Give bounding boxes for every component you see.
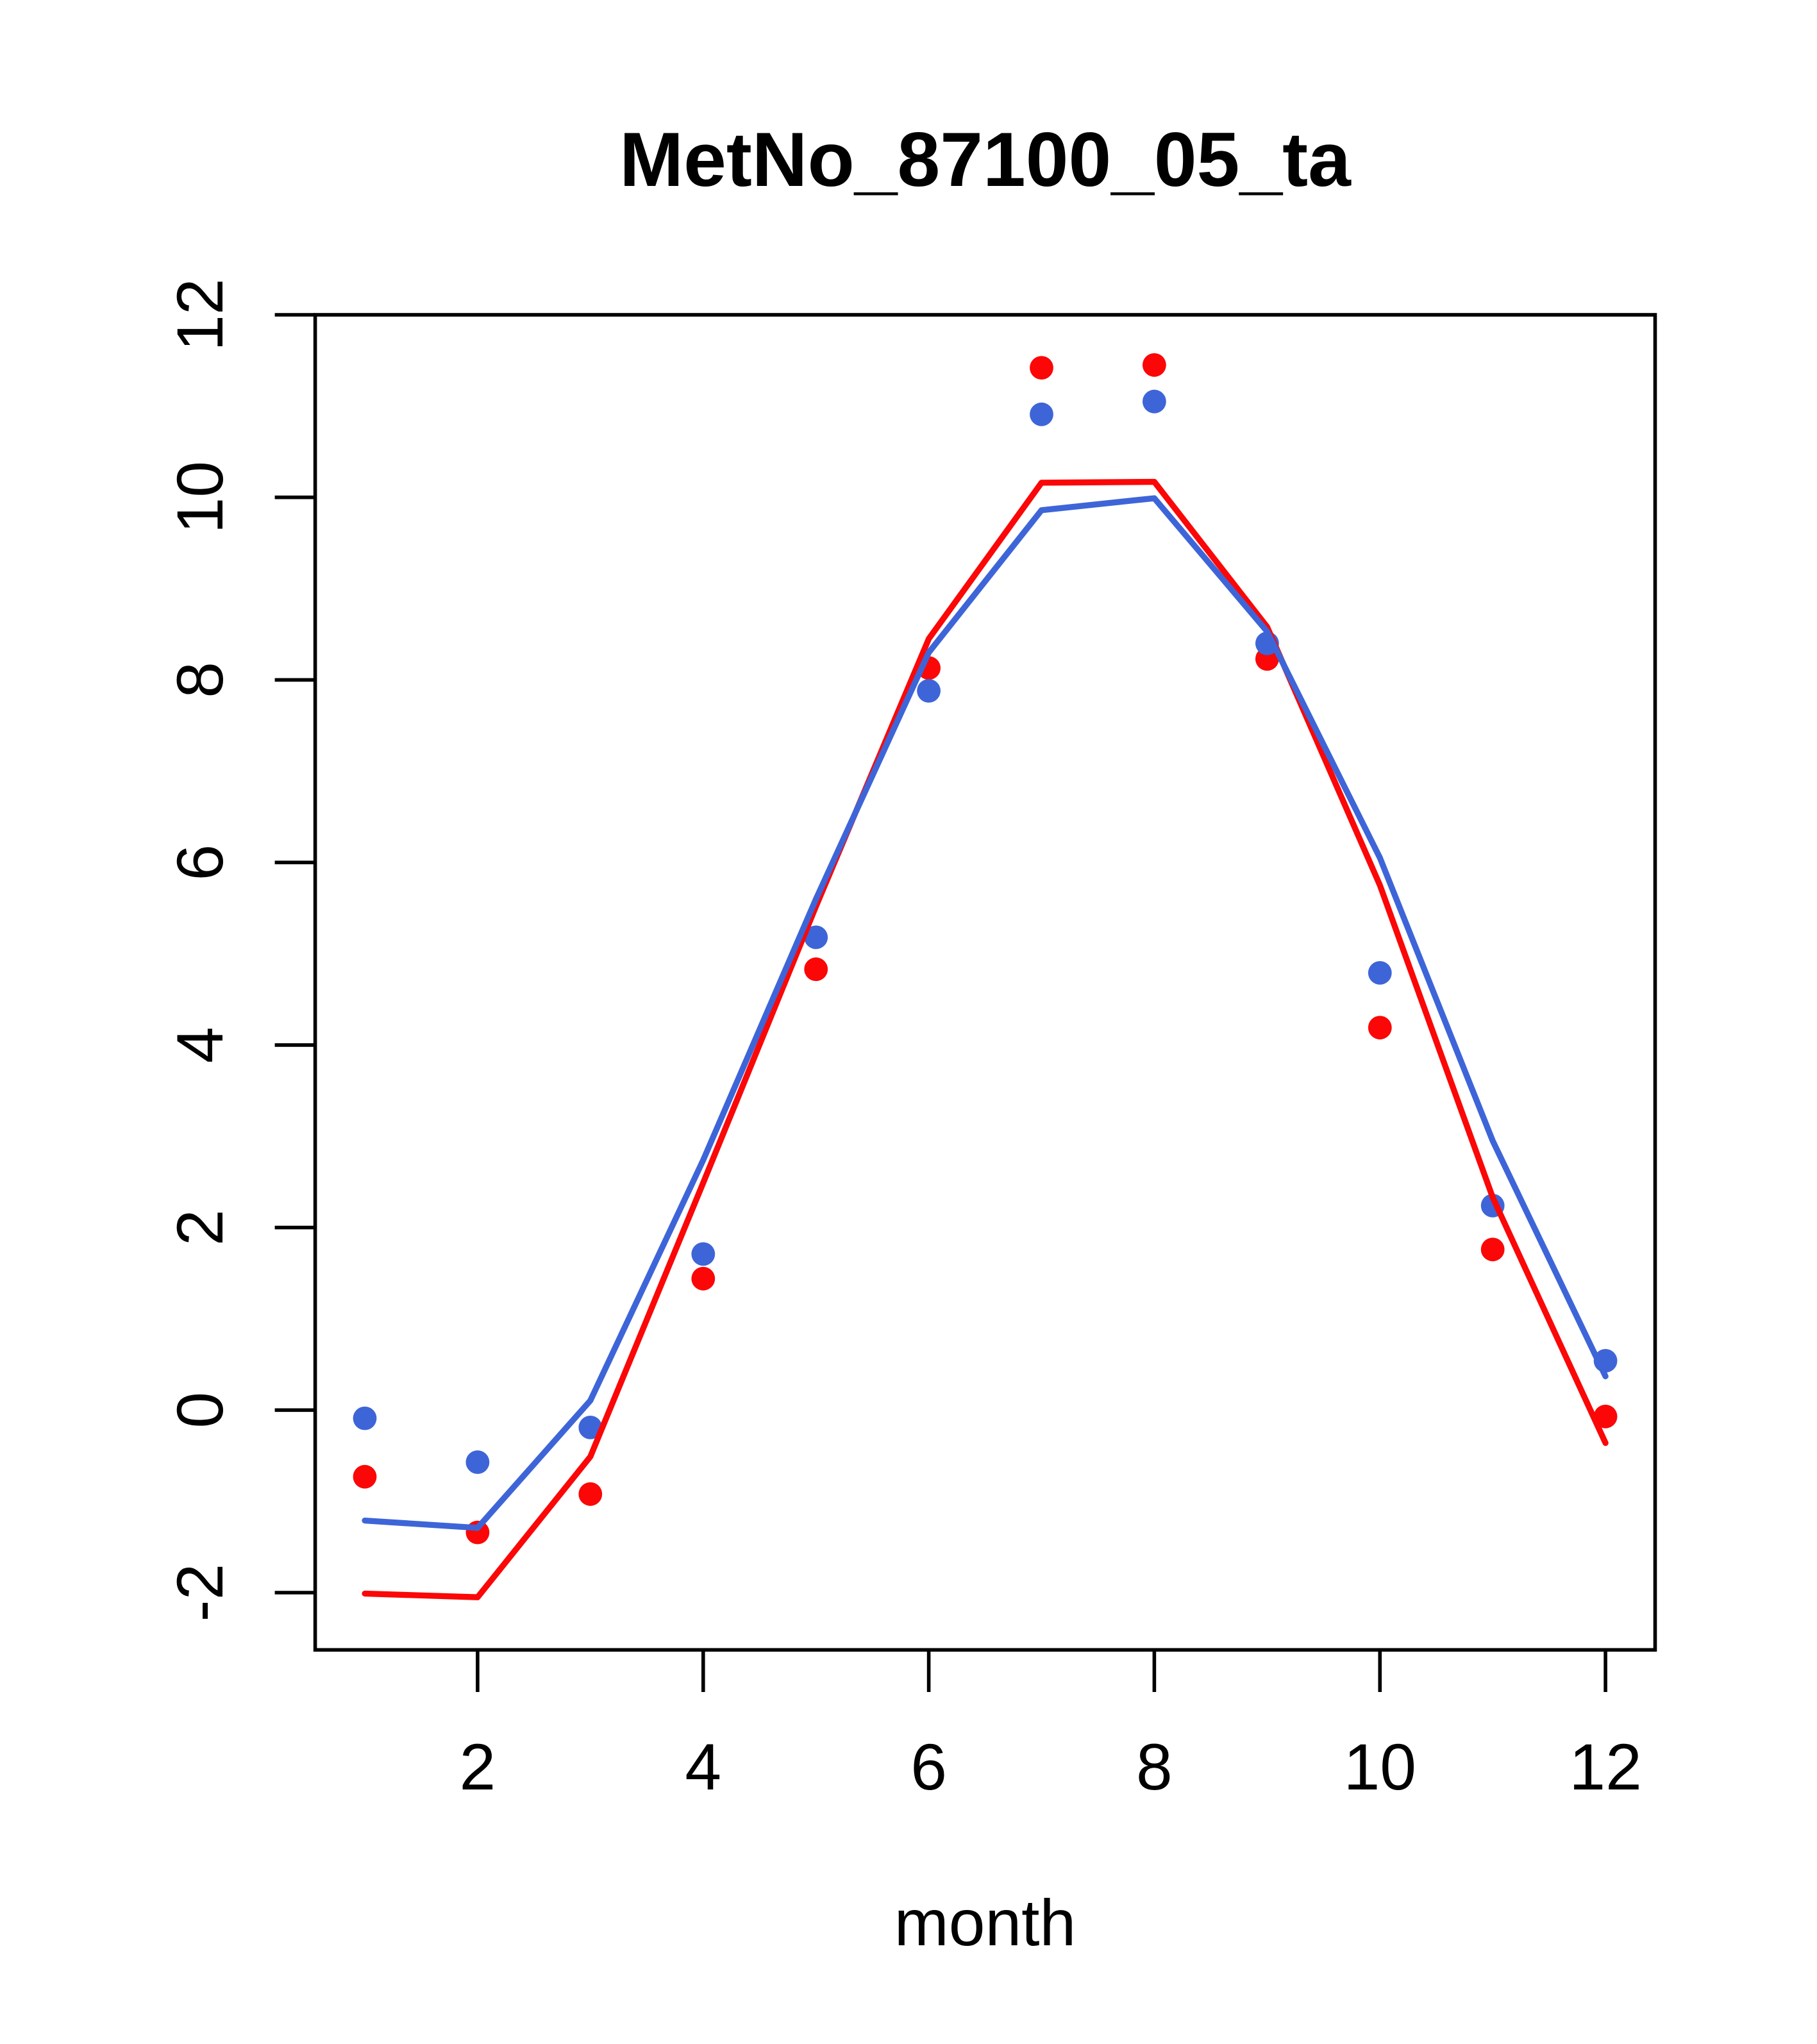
svg-text:4: 4: [685, 1730, 721, 1804]
svg-text:8: 8: [1136, 1730, 1173, 1804]
svg-text:6: 6: [163, 844, 237, 881]
svg-text:10: 10: [1344, 1730, 1416, 1804]
svg-text:12: 12: [1569, 1730, 1641, 1804]
svg-text:-2: -2: [163, 1564, 237, 1622]
svg-text:10: 10: [163, 461, 237, 533]
svg-text:2: 2: [163, 1209, 237, 1246]
svg-text:6: 6: [910, 1730, 947, 1804]
svg-text:4: 4: [163, 1027, 237, 1064]
svg-text:12: 12: [163, 278, 237, 351]
svg-text:0: 0: [163, 1392, 237, 1428]
svg-text:MetNo_87100_05_ta: MetNo_87100_05_ta: [619, 117, 1352, 203]
svg-text:8: 8: [163, 662, 237, 698]
svg-text:2: 2: [460, 1730, 496, 1804]
svg-text:month: month: [894, 1886, 1076, 1959]
